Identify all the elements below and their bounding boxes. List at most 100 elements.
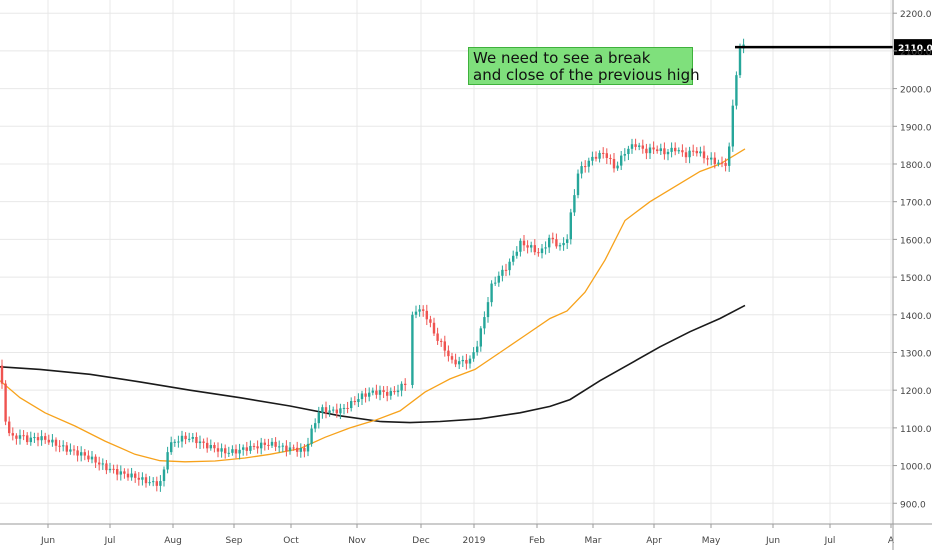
- candle-body: [458, 361, 461, 365]
- y-tick-label: 1900.0: [900, 123, 932, 133]
- candle-body: [648, 147, 652, 154]
- candle-body: [11, 433, 14, 436]
- candle-body: [454, 359, 457, 365]
- candle-body: [119, 471, 122, 475]
- y-tick-label: 1800.0: [900, 161, 932, 171]
- candle-body: [299, 447, 302, 452]
- y-tick-label: 1300.0: [900, 349, 932, 359]
- candle-body: [605, 153, 608, 158]
- candle-body: [486, 302, 490, 318]
- candle-body: [512, 255, 515, 262]
- candle-body: [274, 441, 277, 447]
- candle-body: [713, 157, 716, 164]
- candle-body: [62, 445, 65, 447]
- candle-body: [544, 247, 547, 249]
- candle-body: [389, 391, 392, 396]
- candle-body: [155, 481, 158, 486]
- candle-body: [602, 152, 605, 154]
- candle-body: [638, 145, 641, 147]
- x-tick-label: Jul: [104, 536, 116, 546]
- candle-body: [58, 445, 61, 447]
- candle-body: [126, 473, 130, 478]
- candle-body: [206, 442, 209, 449]
- candle-body: [159, 481, 162, 486]
- candle-body: [249, 445, 252, 451]
- candle-body: [353, 401, 356, 403]
- candle-body: [566, 239, 569, 243]
- y-tick-label: 1700.0: [900, 199, 932, 209]
- candle-body: [666, 151, 670, 155]
- x-tick-label: Nov: [348, 536, 366, 546]
- candle-body: [526, 245, 529, 248]
- candle-body: [652, 147, 655, 150]
- candle-body: [335, 409, 338, 414]
- chart-annotation: We need to see a break and close of the …: [468, 47, 700, 85]
- candle-body: [616, 165, 619, 169]
- candle-body: [587, 160, 590, 167]
- candle-body: [447, 350, 450, 357]
- candle-body: [418, 309, 421, 312]
- candle-body: [443, 341, 446, 351]
- candle-body: [26, 435, 29, 443]
- y-tick-label: 1500.0: [900, 274, 932, 284]
- candle-body: [224, 448, 227, 454]
- candle-body: [90, 456, 94, 460]
- x-tick-label: Oct: [283, 536, 299, 546]
- x-tick-label: Dec: [412, 536, 429, 546]
- candle-body: [350, 401, 353, 409]
- candle-body: [65, 445, 68, 452]
- candle-body: [198, 441, 202, 444]
- candle-body: [238, 449, 241, 454]
- candle-body: [108, 468, 112, 471]
- candle-body: [270, 441, 274, 446]
- candle-body: [728, 146, 731, 166]
- candlesticks: [0, 38, 745, 492]
- candle-body: [609, 157, 612, 159]
- candle-body: [472, 352, 475, 359]
- candle-body: [702, 151, 706, 159]
- candle-body: [216, 448, 220, 452]
- y-tick-label: 2200.0: [900, 10, 932, 20]
- candle-body: [627, 148, 630, 155]
- candle-body: [162, 469, 166, 482]
- y-tick-label: 900.0: [900, 500, 926, 510]
- candle-body: [450, 356, 454, 360]
- candle-body: [209, 445, 212, 449]
- candle-body: [497, 275, 500, 283]
- candle-body: [152, 481, 155, 483]
- candle-body: [263, 442, 266, 445]
- candle-body: [483, 317, 486, 329]
- candle-body: [242, 447, 245, 450]
- candle-body: [332, 409, 335, 411]
- candle-body: [656, 149, 659, 152]
- candle-body: [562, 242, 565, 246]
- candle-body: [83, 452, 86, 456]
- candle-body: [51, 439, 54, 443]
- candle-body: [540, 248, 544, 254]
- candle-body: [44, 436, 47, 440]
- candle-body: [170, 442, 173, 453]
- candle-body: [663, 148, 666, 155]
- candle-body: [281, 445, 284, 447]
- candle-body: [634, 144, 637, 147]
- candle-body: [436, 333, 439, 341]
- candle-body: [519, 240, 522, 252]
- candle-body: [584, 166, 587, 168]
- long-moving-average: [0, 304, 746, 424]
- candle-body: [411, 314, 414, 386]
- x-tick-label: Jun: [40, 536, 55, 546]
- y-tick-label: 2000.0: [900, 86, 932, 96]
- candle-body: [306, 443, 310, 452]
- candle-body: [220, 448, 223, 452]
- candle-body: [645, 148, 648, 154]
- y-tick-label: 1600.0: [900, 236, 932, 246]
- candle-body: [123, 471, 126, 474]
- candle-body: [285, 445, 288, 452]
- candle-body: [141, 477, 144, 480]
- candle-body: [501, 269, 504, 276]
- x-tick-label: Aug: [164, 536, 182, 546]
- candle-body: [76, 450, 79, 456]
- candle-body: [620, 155, 623, 166]
- candle-body: [256, 446, 259, 449]
